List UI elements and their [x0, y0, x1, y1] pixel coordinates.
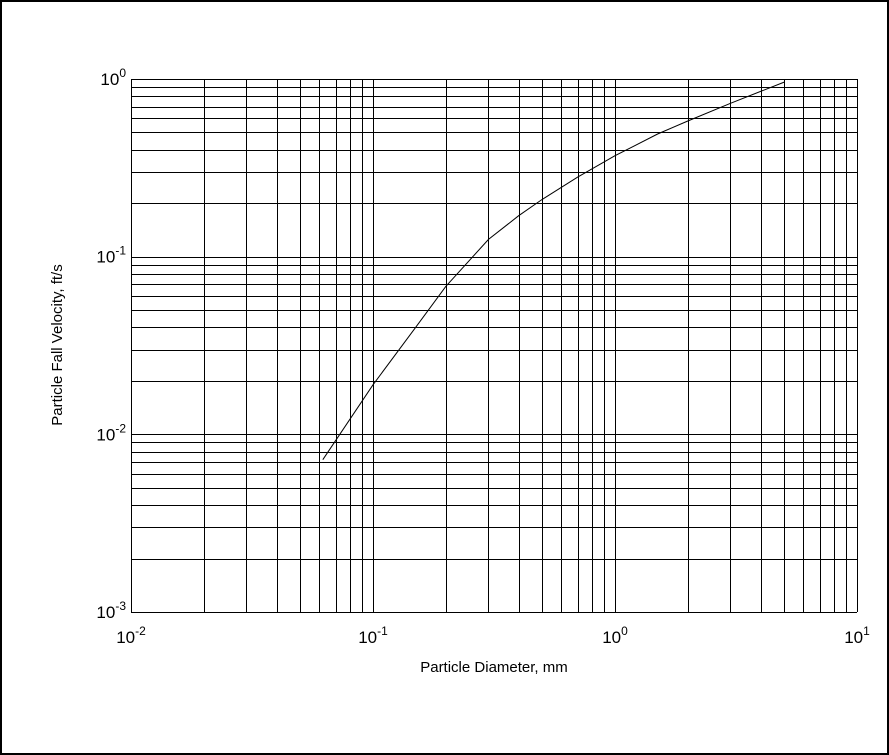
tick-base: 10	[602, 628, 621, 647]
series-layer	[322, 81, 785, 460]
grid	[131, 79, 858, 613]
x-tick-label: 10 -2	[116, 624, 146, 647]
tick-exponent: -2	[115, 421, 126, 435]
fall-velocity-curve	[322, 81, 785, 460]
tick-exponent: -1	[377, 624, 388, 638]
tick-exponent: 0	[119, 66, 126, 80]
tick-exponent: 0	[621, 624, 628, 638]
x-axis-label: Particle Diameter, mm	[420, 659, 568, 676]
tick-base: 10	[96, 603, 115, 622]
tick-base: 10	[116, 628, 135, 647]
y-tick-label: 10 -1	[96, 244, 126, 267]
x-tick-label: 10 1	[844, 624, 870, 647]
tick-base: 10	[96, 425, 115, 444]
y-tick-label: 10 0	[100, 66, 126, 89]
tick-base: 10	[100, 70, 119, 89]
tick-exponent: -3	[115, 599, 126, 613]
tick-exponent: 1	[863, 624, 870, 638]
y-tick-label: 10 -3	[96, 599, 126, 622]
tick-labels: 10 -2 10 -1 10 0 10 110 -310 -210 -110 0	[96, 66, 870, 647]
y-tick-label: 10 -2	[96, 421, 126, 444]
tick-exponent: -2	[135, 624, 146, 638]
tick-base: 10	[96, 248, 115, 267]
x-tick-label: 10 -1	[358, 624, 388, 647]
x-tick-label: 10 0	[602, 624, 628, 647]
tick-exponent: -1	[115, 244, 126, 258]
tick-base: 10	[844, 628, 863, 647]
tick-base: 10	[358, 628, 377, 647]
y-axis-label: Particle Fall Velocity, ft/s	[49, 264, 66, 425]
